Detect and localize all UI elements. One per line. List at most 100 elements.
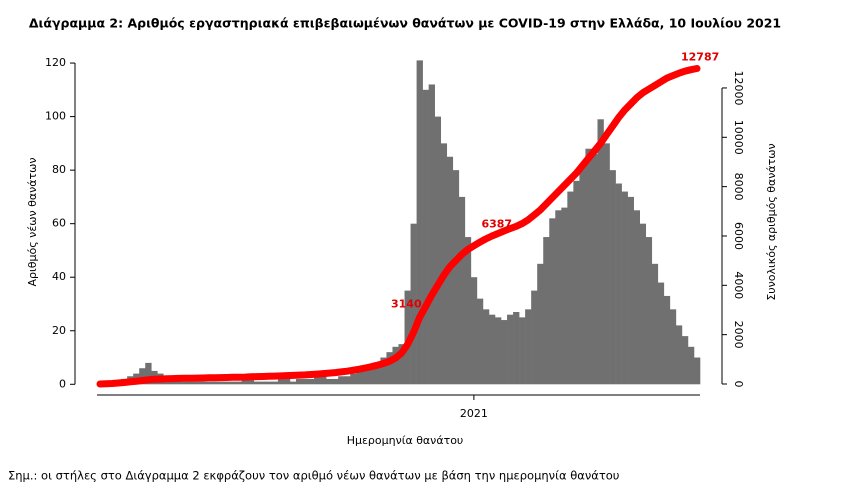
bar xyxy=(488,314,496,385)
bar xyxy=(693,357,701,385)
bar xyxy=(416,60,423,385)
bar xyxy=(193,381,200,385)
bar xyxy=(507,314,514,385)
bar xyxy=(295,378,303,385)
bar xyxy=(380,357,387,385)
y-tick-label: 20 xyxy=(52,324,66,337)
bar xyxy=(386,352,393,385)
bar xyxy=(675,325,683,385)
bar xyxy=(549,218,556,385)
y-axis-label: Αριθμός νέων θανάτων xyxy=(26,158,39,287)
bar xyxy=(537,263,544,385)
bar xyxy=(687,346,695,385)
bar xyxy=(229,381,236,385)
bar xyxy=(573,180,580,385)
bar xyxy=(247,378,255,385)
bar xyxy=(651,263,659,385)
y2-tick-label: 6000 xyxy=(732,222,745,250)
bar xyxy=(458,196,466,385)
bar xyxy=(145,362,152,385)
bar xyxy=(543,237,550,385)
chart-title: Διάγραμμα 2: Αριθμός εργαστηριακά επιβεβ… xyxy=(29,16,781,31)
line-label: 3140 xyxy=(391,298,422,311)
bar xyxy=(579,164,586,385)
bar xyxy=(205,381,212,385)
bar xyxy=(513,312,520,385)
bar xyxy=(356,370,363,385)
y2-tick-label: 10000 xyxy=(732,120,745,155)
bar xyxy=(585,148,592,385)
bar xyxy=(326,378,333,385)
bar xyxy=(253,381,261,385)
bar xyxy=(320,376,327,385)
y-tick-label: 80 xyxy=(52,163,66,176)
line-label: 12787 xyxy=(681,51,719,64)
bar xyxy=(277,378,285,385)
bar xyxy=(476,298,484,385)
bar xyxy=(344,376,351,385)
bar xyxy=(398,344,405,385)
bar xyxy=(482,309,490,385)
bar xyxy=(470,277,478,385)
bar xyxy=(308,378,315,385)
bar xyxy=(223,381,230,385)
y-tick-label: 120 xyxy=(45,56,66,69)
bar xyxy=(555,210,562,385)
y2-axis-label: Συνολικός αριθμός θανάτων xyxy=(765,143,778,300)
bar xyxy=(350,373,357,385)
line-label: 6387 xyxy=(481,217,512,230)
bar xyxy=(428,84,435,385)
note: Σημ.: οι στήλες στο Διάγραμμα 2 εκφράζου… xyxy=(8,469,619,483)
bar xyxy=(265,381,273,385)
bar xyxy=(627,196,634,385)
bar xyxy=(374,362,381,385)
bar xyxy=(338,376,345,385)
bar xyxy=(217,381,224,385)
bar xyxy=(501,320,508,385)
bar xyxy=(211,381,218,385)
y-tick-label: 40 xyxy=(52,270,66,283)
bar xyxy=(621,191,628,385)
bar xyxy=(452,170,460,385)
bar xyxy=(615,183,622,385)
bar xyxy=(494,317,502,385)
bar xyxy=(392,346,399,385)
x-tick-label: 2021 xyxy=(460,407,488,420)
bar xyxy=(235,381,243,385)
y2-tick-label: 12000 xyxy=(732,70,745,105)
y-tick-label: 60 xyxy=(52,217,66,230)
bar xyxy=(663,295,671,385)
bar xyxy=(410,223,417,385)
bar xyxy=(464,237,472,385)
y2-tick-label: 2000 xyxy=(732,321,745,349)
bar xyxy=(561,207,568,385)
bar xyxy=(362,368,369,385)
bar xyxy=(597,119,604,385)
bar xyxy=(440,143,448,385)
bar xyxy=(567,191,574,385)
bar xyxy=(259,381,267,385)
bar xyxy=(591,154,598,385)
bar xyxy=(525,309,532,385)
bar xyxy=(669,309,677,385)
bar xyxy=(657,282,665,385)
x-axis-label: Ημερομηνία θανάτου xyxy=(347,434,464,447)
bar xyxy=(283,378,291,385)
y2-tick-label: 0 xyxy=(732,380,745,387)
bar xyxy=(302,378,309,385)
bar xyxy=(681,336,689,385)
bar xyxy=(603,143,610,385)
bar xyxy=(199,381,206,385)
y-tick-label: 0 xyxy=(59,377,66,390)
bar xyxy=(181,381,188,385)
y2-tick-label: 4000 xyxy=(732,271,745,299)
bar xyxy=(368,365,375,385)
bar xyxy=(139,368,146,385)
bar xyxy=(187,381,194,385)
cumulative-line xyxy=(96,65,701,388)
bar xyxy=(241,378,249,385)
bar xyxy=(609,170,616,385)
y-tick-label: 100 xyxy=(45,110,66,123)
bar xyxy=(434,116,442,385)
